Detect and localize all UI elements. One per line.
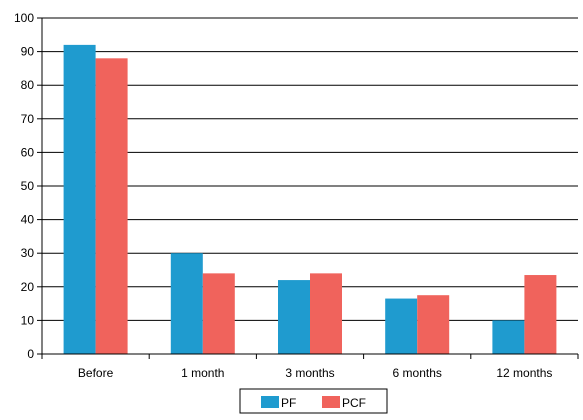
y-tick-label: 60 <box>21 145 35 159</box>
bar-pf-6-months <box>385 298 418 354</box>
y-tick-label: 70 <box>21 112 35 126</box>
bar-pcf-3-months <box>310 273 342 354</box>
y-tick-label: 0 <box>27 347 34 361</box>
bar-pf-3-months <box>278 280 310 354</box>
x-tick-label: Before <box>78 366 114 380</box>
legend-label-pf: PF <box>281 396 296 410</box>
y-tick-label: 100 <box>14 11 34 25</box>
bar-pcf-12-months <box>524 275 557 354</box>
bar-pcf-6-months <box>417 295 450 354</box>
y-tick-label: 80 <box>21 78 35 92</box>
bar-pf-12-months <box>492 320 525 354</box>
x-tick-label: 1 month <box>181 366 224 380</box>
y-tick-label: 10 <box>21 313 35 327</box>
y-tick-label: 30 <box>21 246 35 260</box>
x-tick-labels: Before 1 month 3 months 6 months 12 months <box>78 366 553 380</box>
y-tick-label: 50 <box>21 179 35 193</box>
x-tick-label: 3 months <box>285 366 334 380</box>
y-tick-label: 40 <box>21 213 35 227</box>
bar-pf-1-month <box>170 253 203 354</box>
x-tick-label: 12 months <box>496 366 552 380</box>
grid-lines <box>42 17 578 321</box>
axes <box>37 17 579 359</box>
legend-label-pcf: PCF <box>342 396 366 410</box>
y-tick-label: 90 <box>21 45 35 59</box>
y-tick-label: 20 <box>21 280 35 294</box>
x-tick-label: 6 months <box>393 366 442 380</box>
legend-swatch-pf <box>261 396 279 408</box>
bar-pcf-before <box>95 58 128 354</box>
bars <box>63 44 557 354</box>
y-tick-labels: 0 10 20 30 40 50 60 70 80 90 100 <box>14 11 34 361</box>
legend: PF PCF <box>239 388 388 414</box>
bar-pf-before <box>63 44 96 354</box>
bar-pcf-1-month <box>202 273 235 354</box>
legend-swatch-pcf <box>322 396 340 408</box>
